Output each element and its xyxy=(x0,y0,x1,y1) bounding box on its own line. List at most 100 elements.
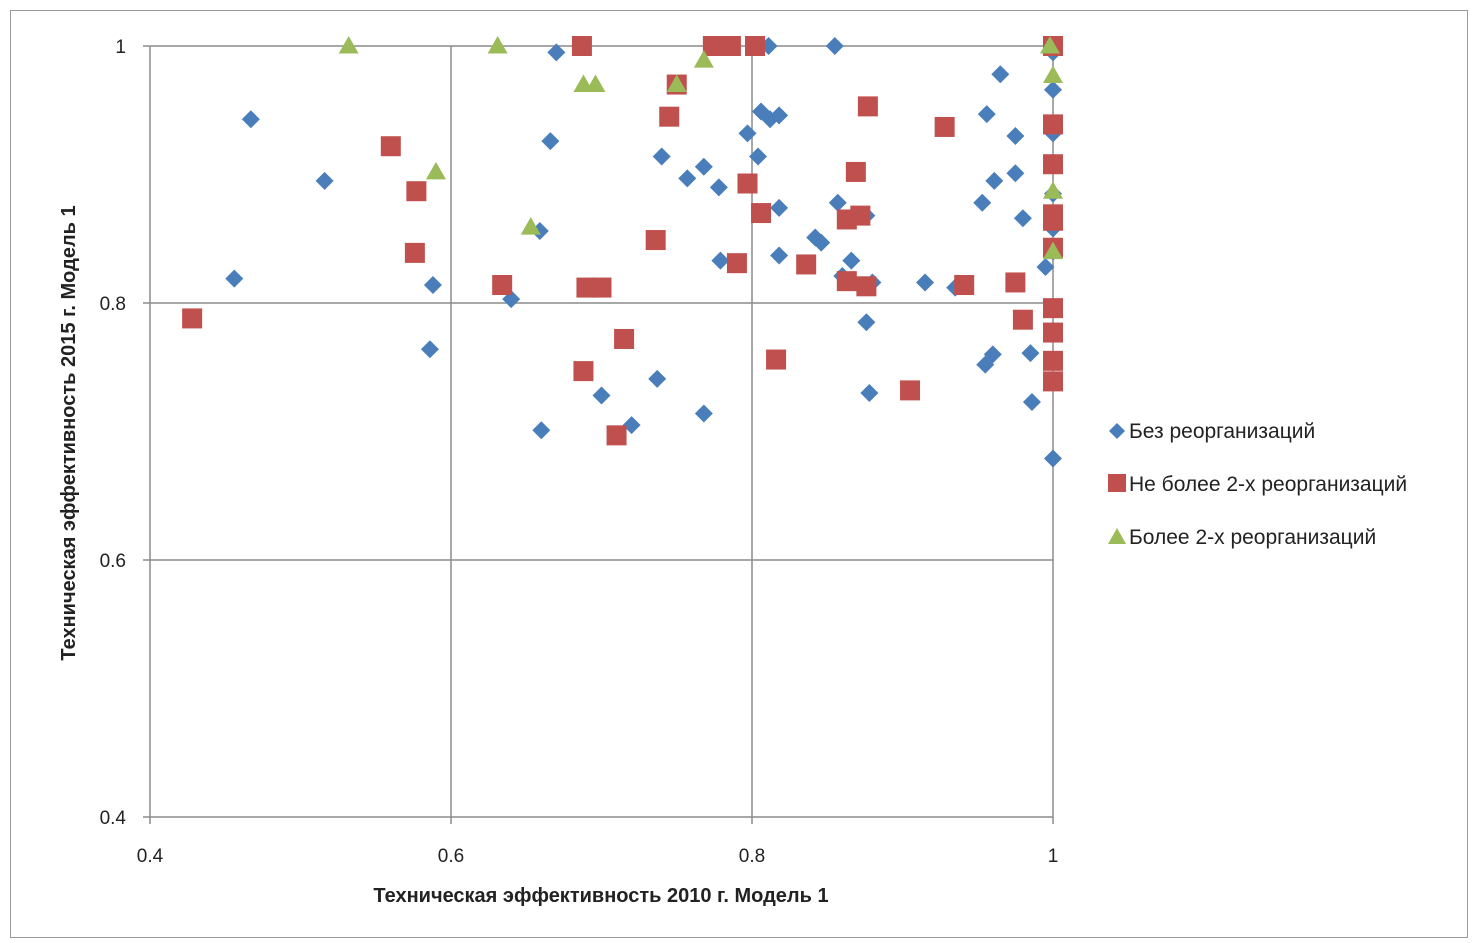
y-tick-label: 0.4 xyxy=(100,808,127,829)
diamond-point xyxy=(592,386,611,405)
x-tick-label: 0.4 xyxy=(137,846,164,867)
triangle-point xyxy=(585,74,606,93)
triangle-point xyxy=(693,50,714,68)
diamond-point xyxy=(991,65,1010,84)
legend-triangle-icon xyxy=(1108,528,1126,544)
square-point xyxy=(745,36,766,56)
diamond-point xyxy=(857,313,876,332)
grid-lines xyxy=(150,45,1054,817)
square-point xyxy=(900,380,921,401)
legend-item-more-than-2-reorg: Более 2-х реорганизаций xyxy=(1108,526,1376,549)
square-point xyxy=(659,106,680,127)
diamond-point xyxy=(825,37,844,55)
diamond-point xyxy=(749,147,768,166)
square-point xyxy=(1005,272,1026,293)
legend-diamond-icon xyxy=(1109,423,1125,439)
triangle-point xyxy=(425,161,446,180)
diamond-point xyxy=(1022,392,1041,411)
diamond-point xyxy=(812,233,831,252)
y-axis-title: Техническая эффективность 2015 г. Модель… xyxy=(58,205,80,660)
diamond-point xyxy=(983,345,1002,364)
triangle-point xyxy=(1043,241,1063,260)
square-point xyxy=(1043,371,1063,392)
square-point xyxy=(614,328,635,349)
diamond-point xyxy=(1006,126,1025,145)
diamond-point xyxy=(541,132,560,151)
diamond-point xyxy=(770,198,789,217)
diamond-point xyxy=(694,157,713,176)
legend-square-icon xyxy=(1108,474,1126,492)
square-point xyxy=(720,36,741,56)
diamond-point xyxy=(977,105,996,124)
diamond-point xyxy=(648,369,667,388)
y-tick-label: 0.6 xyxy=(100,551,126,572)
x-tick-label: 1 xyxy=(1048,846,1059,867)
x-tick-label: 0.8 xyxy=(739,846,765,867)
square-point xyxy=(856,276,877,297)
triangle-point xyxy=(487,36,508,54)
square-point xyxy=(726,253,747,274)
triangle-point xyxy=(520,217,541,235)
square-point xyxy=(573,361,594,382)
axes xyxy=(143,45,1054,824)
legend-item-up-to-2-reorg: Не более 2-х реорганизаций xyxy=(1108,473,1407,496)
diamond-point xyxy=(770,106,789,125)
diamond-point xyxy=(315,171,334,190)
diamond-point xyxy=(1044,80,1062,99)
square-point xyxy=(380,136,401,157)
square-point xyxy=(571,36,592,56)
square-point xyxy=(1043,154,1063,175)
triangle-point xyxy=(1043,65,1063,84)
triangle-point xyxy=(1039,36,1060,54)
diamond-point xyxy=(916,273,935,292)
diamond-point xyxy=(420,340,439,359)
legend-item-no-reorg: Без реорганизаций xyxy=(1109,420,1315,443)
square-point xyxy=(1012,309,1033,330)
square-point xyxy=(606,425,627,446)
diamond-point xyxy=(1036,258,1055,277)
series-diamond xyxy=(225,37,1062,468)
x-tick-labels: 0.4 0.6 0.8 1 xyxy=(137,846,1059,867)
legend-marker-triangle xyxy=(1108,528,1126,544)
chart-frame xyxy=(10,10,1468,938)
y-tick-label: 0.8 xyxy=(100,294,126,315)
square-point xyxy=(845,161,866,182)
square-point xyxy=(1043,298,1063,319)
square-point xyxy=(404,242,425,263)
diamond-point xyxy=(1013,209,1032,228)
diamond-point xyxy=(1006,164,1025,183)
diamond-point xyxy=(694,404,713,423)
diamond-point xyxy=(738,124,757,143)
diamond-point xyxy=(547,43,566,62)
legend-label-no-reorg: Без реорганизаций xyxy=(1129,420,1315,443)
triangle-point xyxy=(338,36,359,54)
legend: Без реорганизаций Не более 2-х реорганиз… xyxy=(1108,420,1407,549)
legend-label-up-to-2-reorg: Не более 2-х реорганизаций xyxy=(1129,473,1407,496)
data-points xyxy=(182,36,1063,468)
square-point xyxy=(751,203,772,224)
square-point xyxy=(1043,322,1063,343)
square-point xyxy=(836,271,857,292)
legend-marker-square xyxy=(1108,474,1126,492)
diamond-point xyxy=(225,269,244,288)
diamond-point xyxy=(241,110,260,129)
square-point xyxy=(850,205,871,226)
square-point xyxy=(182,308,203,329)
triangle-point xyxy=(1043,181,1063,199)
square-point xyxy=(591,277,612,298)
square-point xyxy=(645,230,666,251)
square-point xyxy=(1043,350,1063,371)
x-axis-title: Техническая эффективность 2010 г. Модель… xyxy=(373,885,828,907)
series-square xyxy=(182,36,1063,446)
diamond-point xyxy=(1044,449,1062,468)
legend-label-more-than-2-reorg: Более 2-х реорганизаций xyxy=(1129,526,1376,549)
square-point xyxy=(766,349,787,370)
diamond-point xyxy=(622,416,641,435)
legend-marker-diamond xyxy=(1109,423,1125,439)
square-point xyxy=(857,96,878,117)
square-point xyxy=(576,277,597,298)
diamond-point xyxy=(828,193,847,212)
diamond-point xyxy=(985,171,1004,190)
diamond-point xyxy=(423,276,442,295)
diamond-point xyxy=(709,178,728,197)
